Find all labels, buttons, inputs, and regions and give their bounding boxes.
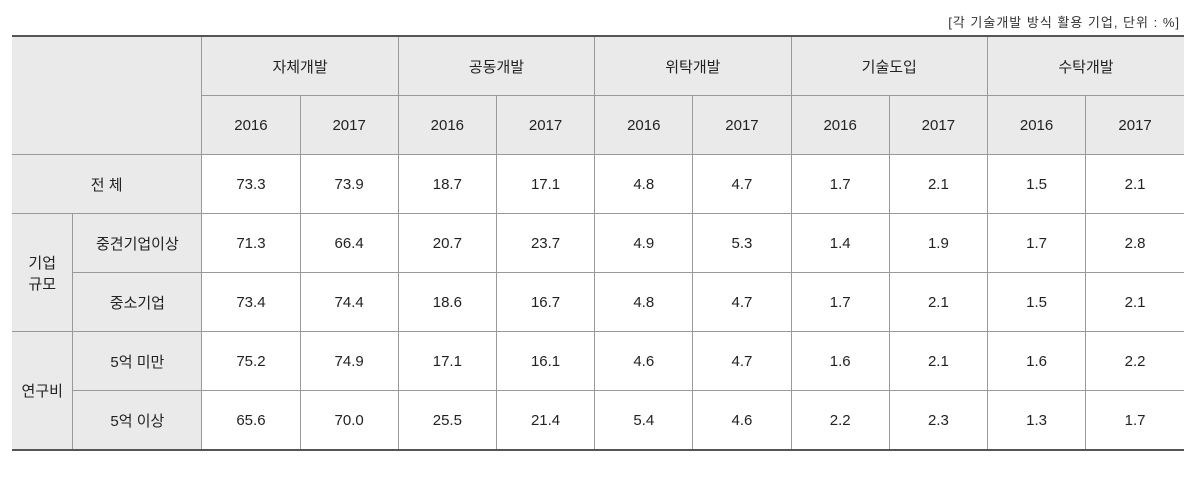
col-group: 공동개발 [398, 36, 594, 96]
cell: 73.4 [202, 273, 300, 332]
cell: 1.5 [987, 155, 1085, 214]
col-year: 2016 [398, 96, 496, 155]
row-group-label: 연구비 [12, 332, 73, 451]
col-year: 2017 [1086, 96, 1184, 155]
cell: 65.6 [202, 391, 300, 451]
cell: 74.4 [300, 273, 398, 332]
row-label: 중소기업 [73, 273, 202, 332]
cell: 1.7 [791, 273, 889, 332]
col-year: 2017 [496, 96, 594, 155]
row-label: 5억 이상 [73, 391, 202, 451]
cell: 75.2 [202, 332, 300, 391]
table-row: 중소기업 73.4 74.4 18.6 16.7 4.8 4.7 1.7 2.1… [12, 273, 1184, 332]
cell: 1.5 [987, 273, 1085, 332]
col-group: 수탁개발 [987, 36, 1184, 96]
cell: 2.2 [791, 391, 889, 451]
col-year: 2016 [791, 96, 889, 155]
cell: 4.7 [693, 155, 791, 214]
cell: 2.1 [1086, 155, 1184, 214]
row-label-total: 전 체 [12, 155, 202, 214]
cell: 1.6 [987, 332, 1085, 391]
cell: 1.7 [791, 155, 889, 214]
table-row: 기업규모 중견기업이상 71.3 66.4 20.7 23.7 4.9 5.3 … [12, 214, 1184, 273]
cell: 2.1 [889, 332, 987, 391]
col-group: 기술도입 [791, 36, 987, 96]
cell: 1.6 [791, 332, 889, 391]
cell: 4.7 [693, 273, 791, 332]
cell: 74.9 [300, 332, 398, 391]
cell: 16.1 [496, 332, 594, 391]
row-label: 5억 미만 [73, 332, 202, 391]
col-group: 위탁개발 [595, 36, 791, 96]
row-group-label: 기업규모 [12, 214, 73, 332]
cell: 23.7 [496, 214, 594, 273]
cell: 18.6 [398, 273, 496, 332]
cell: 1.4 [791, 214, 889, 273]
cell: 2.1 [1086, 273, 1184, 332]
col-year: 2016 [595, 96, 693, 155]
header-blank [12, 36, 202, 155]
cell: 2.3 [889, 391, 987, 451]
cell: 66.4 [300, 214, 398, 273]
col-year: 2017 [300, 96, 398, 155]
col-year: 2016 [202, 96, 300, 155]
cell: 21.4 [496, 391, 594, 451]
cell: 70.0 [300, 391, 398, 451]
cell: 2.1 [889, 273, 987, 332]
cell: 1.7 [987, 214, 1085, 273]
table-row: 5억 이상 65.6 70.0 25.5 21.4 5.4 4.6 2.2 2.… [12, 391, 1184, 451]
cell: 4.6 [693, 391, 791, 451]
cell: 4.8 [595, 273, 693, 332]
cell: 2.2 [1086, 332, 1184, 391]
col-year: 2017 [889, 96, 987, 155]
cell: 5.3 [693, 214, 791, 273]
table-caption: [각 기술개발 방식 활용 기업, 단위 : %] [12, 12, 1184, 31]
table-row: 전 체 73.3 73.9 18.7 17.1 4.8 4.7 1.7 2.1 … [12, 155, 1184, 214]
table-row: 연구비 5억 미만 75.2 74.9 17.1 16.1 4.6 4.7 1.… [12, 332, 1184, 391]
cell: 20.7 [398, 214, 496, 273]
cell: 17.1 [398, 332, 496, 391]
cell: 25.5 [398, 391, 496, 451]
cell: 71.3 [202, 214, 300, 273]
cell: 16.7 [496, 273, 594, 332]
cell: 2.1 [889, 155, 987, 214]
row-label: 중견기업이상 [73, 214, 202, 273]
cell: 5.4 [595, 391, 693, 451]
col-year: 2016 [987, 96, 1085, 155]
cell: 4.8 [595, 155, 693, 214]
cell: 4.9 [595, 214, 693, 273]
cell: 2.8 [1086, 214, 1184, 273]
cell: 73.9 [300, 155, 398, 214]
cell: 4.6 [595, 332, 693, 391]
cell: 18.7 [398, 155, 496, 214]
cell: 1.7 [1086, 391, 1184, 451]
cell: 1.9 [889, 214, 987, 273]
cell: 17.1 [496, 155, 594, 214]
cell: 4.7 [693, 332, 791, 391]
col-group: 자체개발 [202, 36, 398, 96]
data-table: 자체개발 공동개발 위탁개발 기술도입 수탁개발 2016 2017 2016 … [12, 35, 1184, 451]
cell: 1.3 [987, 391, 1085, 451]
col-year: 2017 [693, 96, 791, 155]
cell: 73.3 [202, 155, 300, 214]
